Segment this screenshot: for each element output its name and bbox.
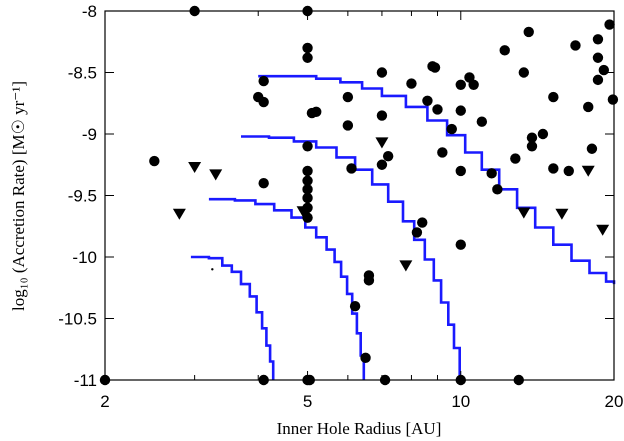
model-curve [190,255,275,380]
data-point-circle [548,91,559,103]
data-point-circle [417,217,428,228]
data-point-upper-limit [298,208,312,220]
data-points [99,5,619,386]
data-point-circle [342,91,354,103]
data-point-circle [376,110,388,121]
data-point-circle [563,165,574,177]
data-point-circle [476,116,488,127]
data-point-upper-limit [581,165,595,177]
data-point-circle [360,352,371,364]
axis-ticks: 2 5 10 20 -8 -8.5 -9 -9.5 -10 -10.5 -11 [58,2,623,411]
data-point-circle [592,52,604,63]
data-point-circle [302,52,313,63]
y-tick-label: -9.5 [68,187,97,206]
data-point-circle [422,95,433,106]
data-point-circle [526,132,538,143]
x-tick-label: 2 [100,392,109,411]
model-curve [241,135,461,380]
data-point-circle [376,67,388,78]
data-point-circle [598,64,610,76]
data-point-circle [363,275,375,286]
data-point-circle [486,168,497,179]
y-tick-label: -8.5 [68,64,97,83]
data-point-circle [302,141,313,152]
data-point-circle [592,34,604,45]
data-point-circle [429,62,441,73]
y-tick-label: -9 [82,125,97,144]
data-point-circle [492,184,503,195]
data-point-upper-limit [555,208,569,220]
plot-frame [104,10,615,381]
data-point-circle [302,42,313,54]
y-tick-label: -10.5 [58,310,97,329]
y-axis-label: log₁₀ (Accretion Rate) [M☉ yr⁻¹] [9,81,28,311]
y-tick-label: -10 [72,248,97,267]
data-point-upper-limit [375,137,389,149]
data-point-circle [302,175,313,186]
model-curves [190,74,616,380]
data-point-circle [149,155,160,167]
data-point-upper-limit [172,208,186,220]
data-point-circle [607,94,619,105]
data-point-circle [537,128,549,140]
data-point-circle [432,104,443,115]
model-curve [208,197,366,380]
data-point-circle [586,143,598,154]
data-point-circle [604,19,615,30]
data-point-upper-limit [399,260,413,272]
data-point-circle [510,153,521,164]
y-tick-label: -11 [74,371,97,390]
x-tick-label: 20 [605,392,624,411]
data-point-circle [468,79,479,91]
data-point-upper-limit [517,207,531,219]
data-point-circle [258,96,269,108]
data-point-circle [455,165,466,177]
x-axis-label: Inner Hole Radius [AU] [277,419,442,438]
data-point-circle [258,178,269,189]
data-point-upper-limit [188,162,202,174]
y-tick-label: -8 [82,2,97,21]
data-point-upper-limit [596,224,610,236]
data-point-circle [592,74,604,86]
data-point-circle [411,227,423,238]
data-point-circle [526,141,538,152]
x-tick-label: 10 [451,392,470,411]
data-point-circle [446,123,457,135]
data-point-circle [437,147,448,158]
data-point-circle [302,184,313,195]
data-point-circle [455,79,466,91]
data-point-circle [548,163,559,174]
data-point-circle [455,239,466,250]
x-tick-label: 5 [303,392,312,411]
data-point-circle [570,40,581,51]
data-point-circle [258,75,269,87]
data-point-circle [311,106,322,118]
data-point-circle [406,78,417,89]
data-point-circle [518,67,530,78]
data-point-small [211,268,214,271]
data-point-circle [455,105,466,116]
data-point-upper-limit [209,169,223,181]
data-point-circle [499,45,510,56]
data-point-circle [302,165,313,177]
model-curve [258,74,616,285]
data-point-circle [376,159,388,170]
data-point-circle [382,150,394,162]
data-point-circle [523,26,534,38]
data-point-circle [583,101,594,113]
data-point-circle [349,301,361,312]
data-point-circle [342,120,354,131]
data-point-circle [346,163,357,174]
data-point-circle [302,192,313,204]
